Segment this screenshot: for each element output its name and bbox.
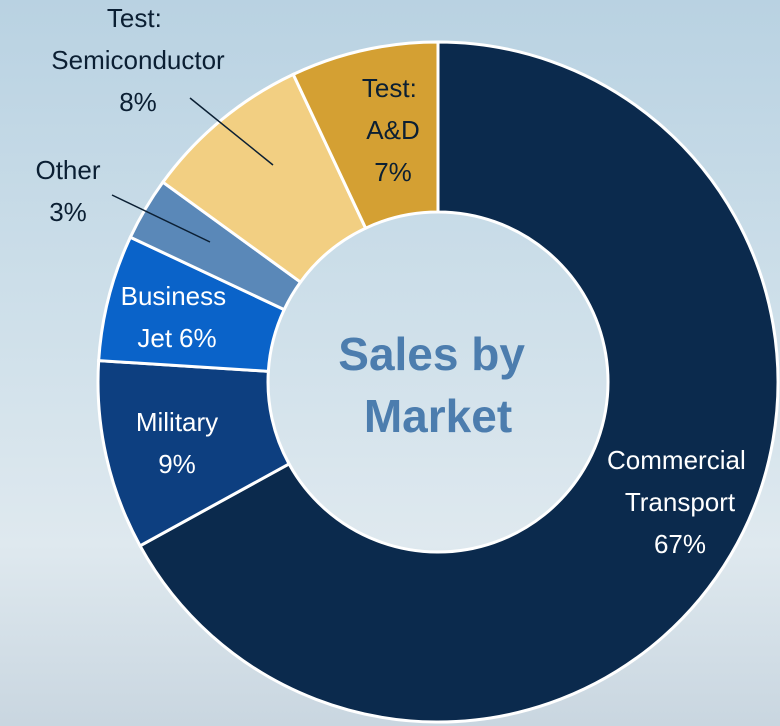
- value-label: 9%: [158, 449, 196, 479]
- slices: [96, 40, 780, 724]
- slice-label: Business Jet: [121, 281, 234, 353]
- slice-label: Test: A&D: [362, 73, 424, 145]
- donut-slice: [291, 40, 440, 231]
- value-label: 7%: [374, 157, 412, 187]
- leader-line: [189, 97, 274, 166]
- value-label: 3%: [49, 197, 87, 227]
- value-label: 8%: [119, 87, 157, 117]
- slice-label: Military: [136, 407, 218, 437]
- donut-slice: [138, 40, 780, 724]
- value-label: 6%: [179, 323, 217, 353]
- slice-label: Other: [35, 155, 100, 185]
- slice-label: Test: Semiconductor: [51, 3, 225, 75]
- leader-line: [111, 194, 211, 243]
- value-label: 67%: [654, 529, 706, 559]
- slice-label: Commercial Transport: [607, 445, 753, 517]
- chart-title: Sales by Market: [338, 328, 537, 442]
